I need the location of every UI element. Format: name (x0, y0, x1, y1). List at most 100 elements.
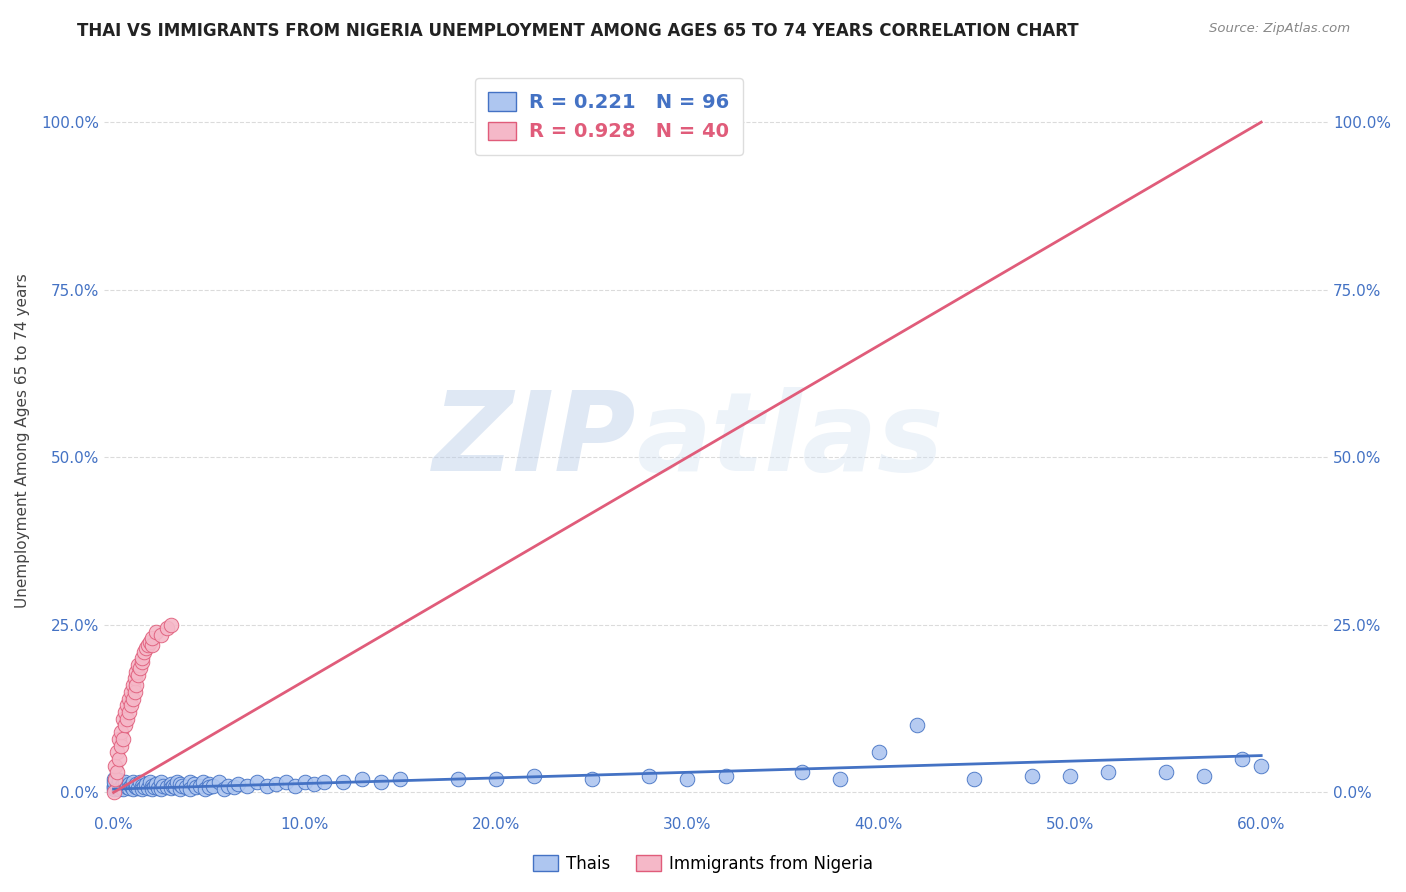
Point (217, 779, 239, 793)
Point (304, 777, 326, 791)
Point (523, 769, 546, 783)
Point (160, 777, 183, 791)
Point (160, 618, 183, 632)
Point (160, 781, 183, 796)
Point (389, 772, 412, 786)
Point (638, 769, 661, 783)
Point (274, 775, 297, 789)
Point (312, 775, 335, 789)
Point (118, 691, 141, 706)
Point (110, 780, 132, 794)
Point (103, 775, 125, 789)
Point (136, 638, 159, 652)
Point (236, 779, 259, 793)
Point (188, 779, 211, 793)
Point (120, 698, 142, 713)
Point (193, 775, 215, 789)
Point (150, 775, 173, 789)
Point (118, 781, 141, 796)
Text: Source: ZipAtlas.com: Source: ZipAtlas.com (1209, 22, 1350, 36)
Point (121, 775, 143, 789)
Point (131, 655, 153, 669)
Point (139, 775, 162, 789)
Point (156, 621, 179, 635)
Point (135, 641, 157, 656)
Point (792, 765, 814, 780)
Point (125, 665, 148, 679)
Point (103, 779, 125, 793)
Point (1192, 769, 1215, 783)
Point (183, 777, 205, 791)
Point (112, 782, 135, 797)
Legend: R = 0.221   N = 96, R = 0.928   N = 40: R = 0.221 N = 96, R = 0.928 N = 40 (475, 78, 744, 155)
Point (131, 782, 153, 797)
Point (146, 781, 169, 796)
Point (125, 678, 148, 692)
Point (1059, 769, 1081, 783)
Point (108, 773, 131, 788)
Point (110, 739, 132, 753)
Point (1250, 758, 1272, 772)
Point (115, 712, 138, 726)
Point (352, 772, 374, 786)
Point (131, 779, 153, 793)
Point (174, 780, 197, 794)
Point (112, 712, 135, 726)
Point (145, 624, 167, 639)
Point (134, 780, 156, 794)
Point (127, 658, 149, 673)
Point (152, 779, 174, 793)
Point (115, 698, 138, 713)
Point (166, 775, 188, 789)
Point (142, 780, 165, 794)
Point (156, 780, 179, 794)
Point (226, 777, 249, 791)
Point (108, 731, 131, 746)
Point (127, 668, 149, 682)
Point (1230, 752, 1253, 766)
Point (169, 777, 191, 791)
Point (103, 780, 125, 794)
Legend: Thais, Immigrants from Nigeria: Thais, Immigrants from Nigeria (526, 848, 880, 880)
Text: THAI VS IMMIGRANTS FROM NIGERIA UNEMPLOYMENT AMONG AGES 65 TO 74 YEARS CORRELATI: THAI VS IMMIGRANTS FROM NIGERIA UNEMPLOY… (77, 22, 1078, 40)
Point (201, 779, 224, 793)
Point (103, 785, 125, 799)
Point (112, 777, 135, 791)
Point (370, 775, 392, 789)
Point (124, 672, 146, 686)
Point (284, 779, 307, 793)
Point (115, 780, 138, 794)
Point (963, 772, 986, 786)
Point (104, 758, 127, 772)
Point (141, 632, 163, 646)
Point (169, 782, 191, 797)
Point (208, 775, 231, 789)
Point (868, 745, 890, 759)
Point (118, 777, 141, 791)
Point (581, 772, 603, 786)
Point (145, 777, 167, 791)
Point (121, 678, 143, 692)
Point (134, 645, 156, 659)
Point (112, 731, 135, 746)
Text: atlas: atlas (637, 387, 943, 494)
Point (194, 782, 217, 797)
Point (214, 782, 236, 797)
Point (1154, 765, 1177, 780)
Point (105, 745, 128, 759)
Point (129, 661, 152, 675)
Point (124, 779, 146, 793)
Point (118, 705, 141, 719)
Point (150, 782, 173, 797)
Point (120, 685, 142, 699)
Point (198, 780, 221, 794)
Point (294, 775, 316, 789)
Point (141, 779, 163, 793)
Point (141, 782, 163, 797)
Point (127, 781, 149, 796)
Point (108, 782, 131, 797)
Point (198, 777, 221, 791)
Point (905, 718, 928, 732)
Point (332, 775, 354, 789)
Point (1097, 765, 1119, 780)
